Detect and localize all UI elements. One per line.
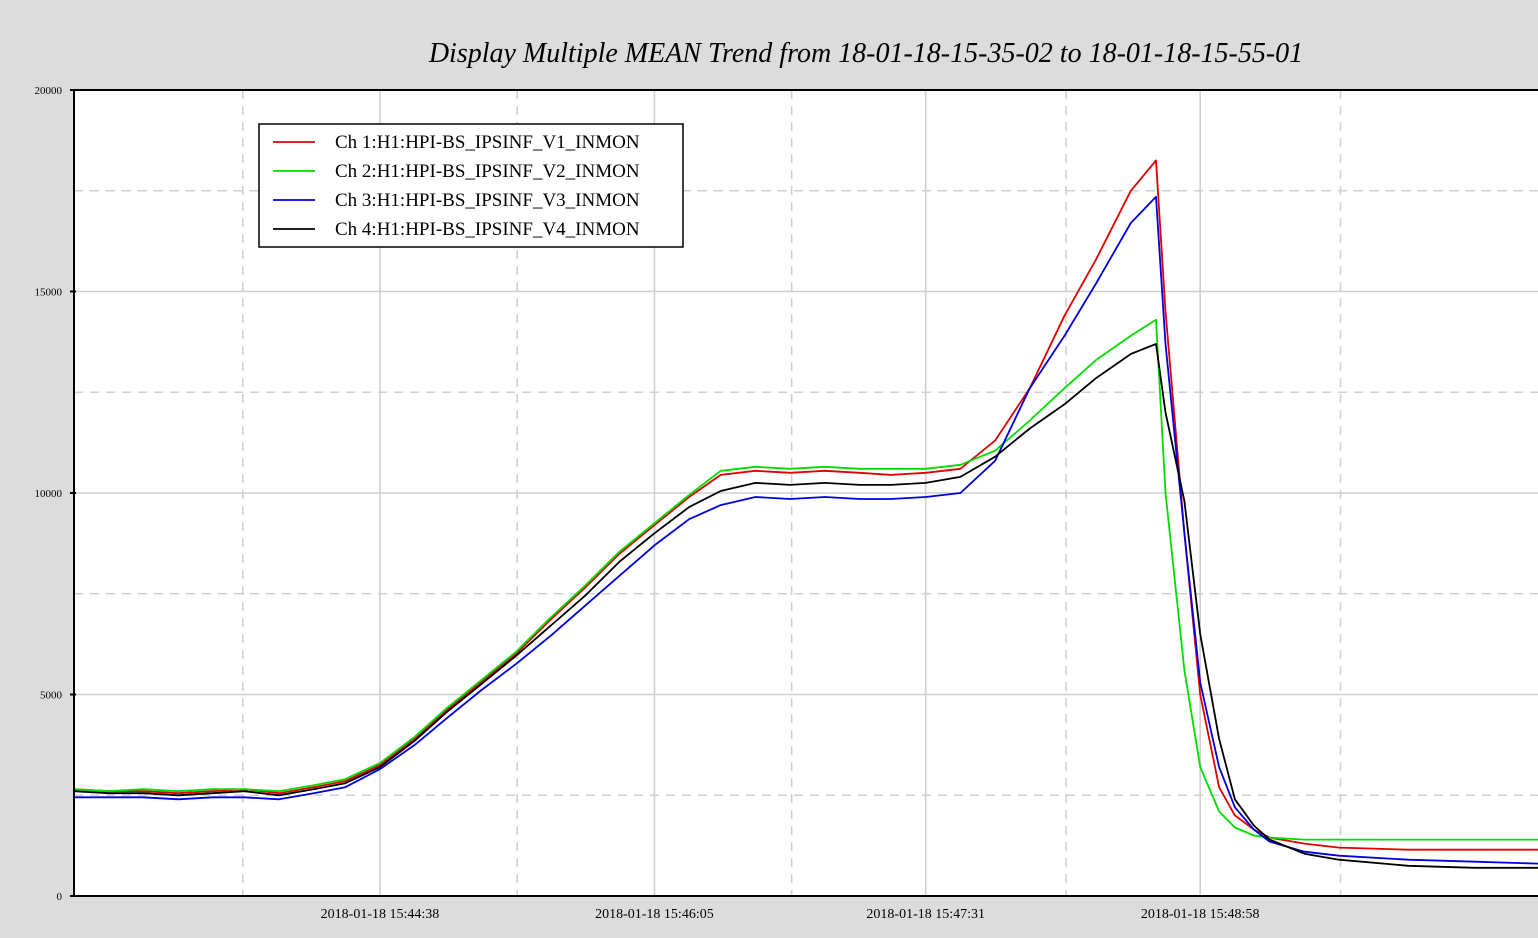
series-line-ch2 [73,318,1538,841]
y-tick-label: 15000 [35,287,63,299]
legend-entry-ch4: Ch 4:H1:HPI-BS_IPSINF_V4_INMON [335,219,640,240]
legend-entry-ch2: Ch 2:H1:HPI-BS_IPSINF_V2_INMON [335,161,640,182]
legend-entry-ch3: Ch 3:H1:HPI-BS_IPSINF_V3_INMON [335,190,640,211]
x-tick-label: 2018-01-18 15:44:38 [321,907,440,922]
legend: Ch 1:H1:HPI-BS_IPSINF_V1_INMON Ch 2:H1:HP… [258,123,684,248]
series-line-ch3 [74,195,1538,865]
x-axis: 2018-01-18 15:44:38 2018-01-18 15:46:05 20… [321,907,1260,922]
series-line-ch4 [73,342,1538,869]
legend-entry-ch1: Ch 1:H1:HPI-BS_IPSINF_V1_INMON [335,132,640,153]
y-tick-label: 20000 [35,85,63,97]
y-tick-label: 10000 [35,488,63,500]
x-tick-label: 2018-01-18 15:46:05 [595,907,714,922]
legend-box [258,123,684,248]
series-group [73,89,1538,897]
plot-border [73,89,1538,897]
x-tick-label: 2018-01-18 15:48:58 [1141,907,1260,922]
series-line-ch1 [73,159,1538,851]
y-tick-label: 0 [57,891,63,903]
x-tick-label: 2018-01-18 15:47:31 [866,907,985,922]
y-axis: 0 5000 10000 15000 20000 [35,85,76,903]
y-tick-label: 5000 [40,690,63,702]
chart-title: Display Multiple MEAN Trend from 18-01-1… [428,38,1303,69]
